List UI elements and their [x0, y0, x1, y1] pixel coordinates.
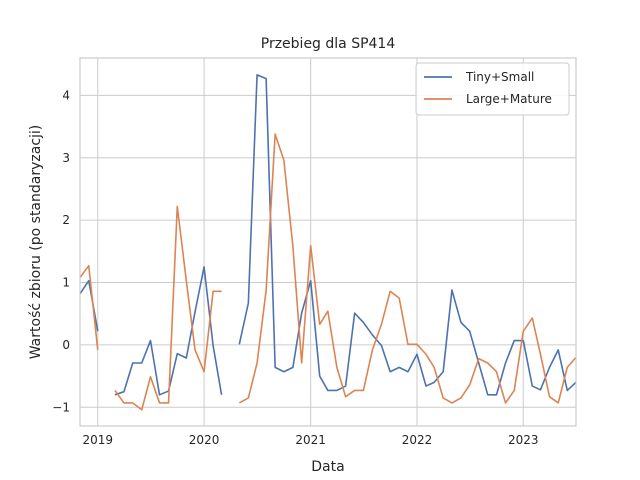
legend-label-large-mature: Large+Mature — [466, 92, 552, 106]
legend: Tiny+Small Large+Mature — [415, 62, 570, 116]
plot-frame — [79, 57, 577, 427]
y-tick-label: 2 — [62, 213, 70, 227]
y-tick-label: −1 — [52, 400, 70, 414]
legend-box — [415, 62, 570, 116]
y-axis-label: Wartość zbioru (po standaryzacji) — [28, 125, 44, 360]
y-tick-label: 1 — [62, 276, 70, 290]
x-tick-label: 2022 — [402, 433, 433, 447]
y-tick-label: 0 — [62, 338, 70, 352]
legend-label-tiny-small: Tiny+Small — [465, 70, 534, 84]
x-axis-label: Data — [311, 459, 344, 475]
plot-area — [80, 58, 576, 426]
x-tick-label: 2019 — [82, 433, 113, 447]
x-tick-label: 2023 — [508, 433, 539, 447]
series-line-large-mature — [114, 205, 222, 411]
y-tick-label: 4 — [62, 88, 70, 102]
y-tick-labels: −1 0 1 2 3 4 — [52, 88, 70, 414]
x-tick-labels: 2019 2020 2021 2022 2023 — [82, 433, 538, 447]
series-line-tiny-small — [238, 74, 576, 396]
chart-title: Przebieg dla SP414 — [261, 36, 396, 52]
x-tick-label: 2021 — [295, 433, 326, 447]
series-line-large-mature — [238, 133, 576, 404]
series-line-large-mature — [80, 264, 99, 350]
series-layer — [80, 74, 576, 411]
x-tick-label: 2020 — [189, 433, 220, 447]
y-tick-label: 3 — [62, 151, 70, 165]
